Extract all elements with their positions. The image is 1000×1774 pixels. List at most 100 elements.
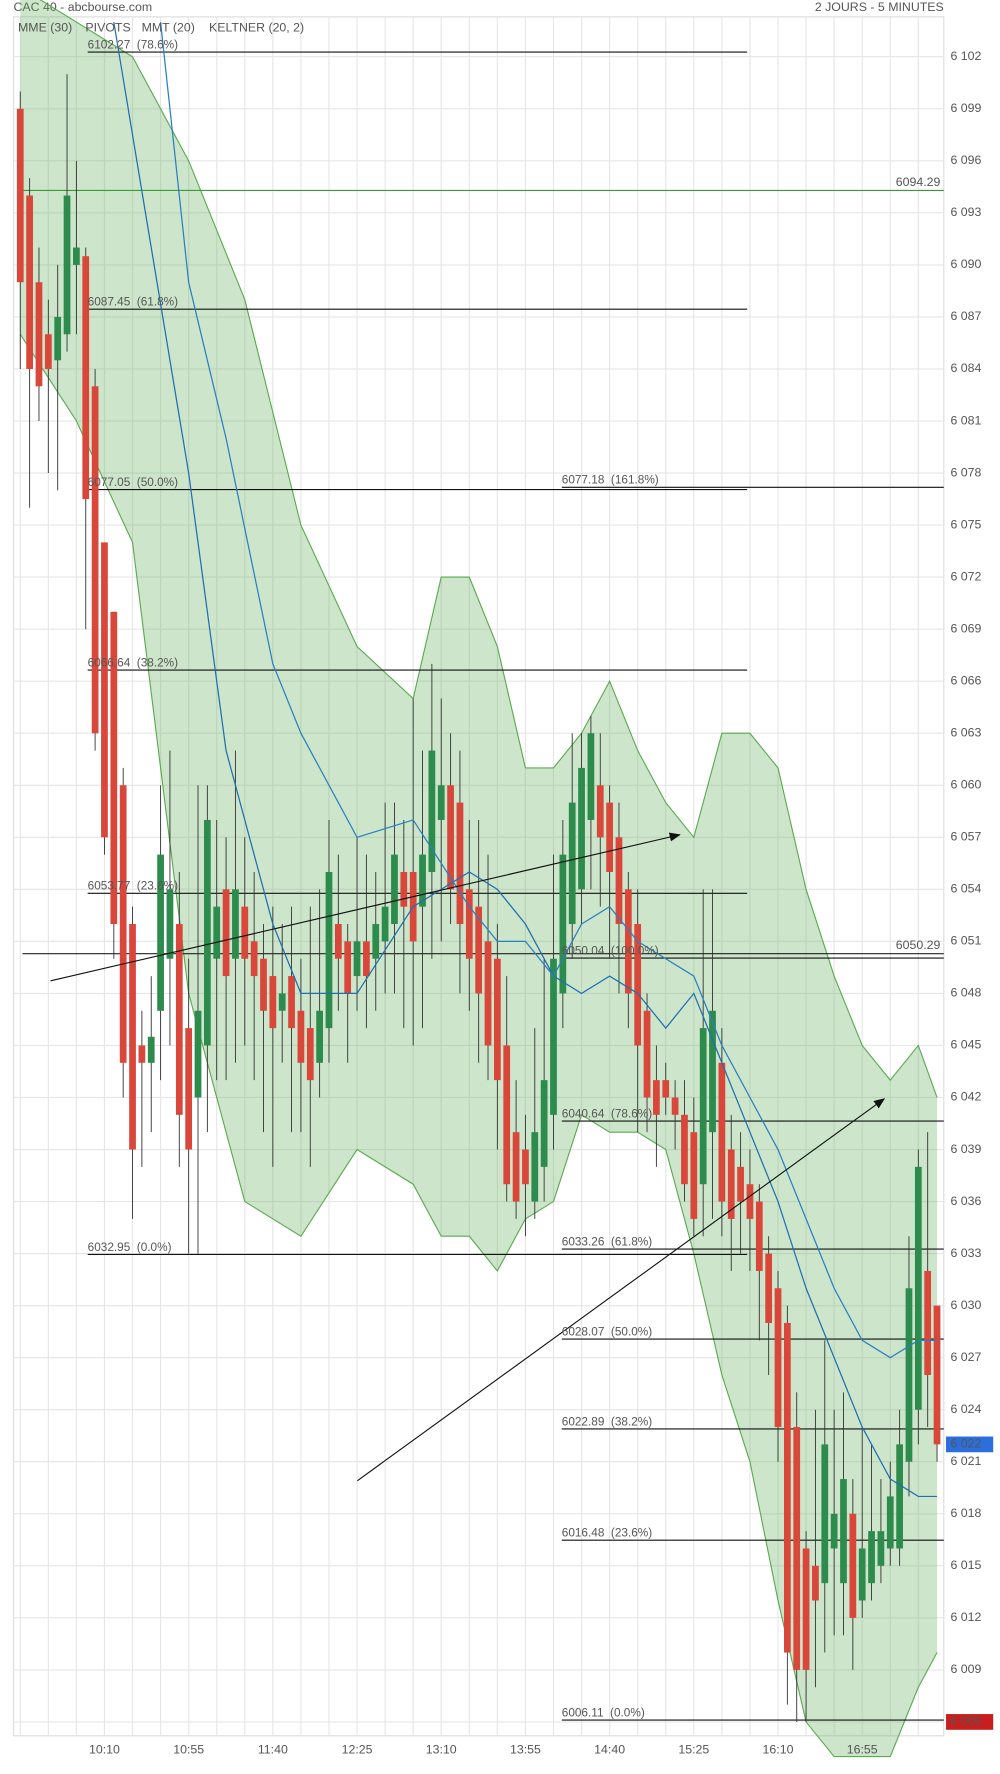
y-tick-label: 6 039 [951,1142,982,1156]
price-marker [946,1714,994,1730]
candle-body [222,889,230,977]
fib-label: 6102.27 (78.6%) [88,38,178,51]
fib-label: 6016.48 (23.6%) [562,1527,652,1540]
candle-body [812,1565,819,1601]
candle-body [559,854,567,994]
candle-body [288,976,295,1029]
moving-average [159,21,938,1359]
candle-body [73,247,80,265]
trend-arrow [50,832,681,982]
candle-body [334,924,342,959]
candle-body [232,889,239,959]
fib-label: 6087.45 (61.8%) [88,295,178,308]
candle-body [26,195,33,369]
candle-body [447,785,454,890]
candle-body [755,1201,763,1271]
candle-body [746,1184,754,1219]
fib-label: 6077.05 (50.0%) [88,476,178,489]
y-tick-label: 6 069 [951,621,982,635]
candle-body [643,1010,651,1098]
y-tick-label: 6 018 [951,1506,982,1520]
candle-body [16,108,24,283]
candle-body [774,1288,782,1428]
period-label: 2 JOURS - 5 MINUTES [815,0,944,14]
candle-body [933,1305,941,1445]
y-tick-label: 6 042 [951,1090,982,1104]
candle-body [54,316,62,361]
x-tick-label: 12:25 [342,1743,373,1757]
y-tick-label: 6 051 [951,934,982,948]
legend-entry: MME (30) [18,20,72,34]
candle-body [44,334,52,369]
candle-body [241,906,249,959]
trend-arrows [50,832,886,1482]
candle-body [316,1010,323,1063]
candle-body [484,941,492,1046]
levels [22,51,944,1721]
candle-body [783,1322,791,1653]
candle-body [587,733,595,820]
candle-body [821,1444,829,1584]
y-tick-label: 6 087 [951,309,982,323]
candle-body [278,993,286,1011]
trend-arrow [356,1098,886,1482]
candle-body [606,802,613,872]
legend-entry: MMT (20) [142,20,195,34]
pivot-label: 6050.29 [896,938,941,952]
chart-title: CAC 40 - abcbourse.com [14,0,153,14]
candle-body [568,802,576,925]
candle-body [381,906,389,942]
candle-body [596,785,604,838]
y-tick-label: 6 033 [951,1246,982,1260]
candle-body [681,1114,688,1185]
candle-body [147,1036,155,1063]
candle-body [793,1427,801,1670]
candle-body [905,1288,913,1462]
candle-body [634,924,642,1046]
legend-entry: PIVOTS [85,20,130,34]
candle-body [699,1028,707,1185]
candle-body [727,1149,735,1219]
candle-body [578,767,585,890]
y-tick-label: 6 063 [951,725,982,739]
legend-entry: KELTNER (20, 2) [209,20,304,34]
candle-body [437,785,445,820]
candle-body [830,1513,838,1549]
y-tick-label: 6 075 [951,517,982,531]
fib-label: 6028.07 (50.0%) [562,1325,652,1338]
candle-body [250,941,258,977]
candle-body [344,941,352,994]
plot-frame [12,16,945,1737]
candle-body [540,1080,548,1167]
candle-body [858,1548,866,1601]
y-tick-label: 6 090 [951,257,982,271]
x-tick-label: 13:55 [510,1743,541,1757]
candle-body [260,958,267,1011]
candle-body [653,1080,660,1115]
y-tick-label: 6 060 [951,778,982,792]
candle-body [138,1045,146,1063]
candle-body [428,750,436,872]
fib-label: 6066.64 (38.2%) [88,656,178,669]
candle-body [877,1531,885,1566]
fib-label: 6032.95 (0.0%) [88,1241,172,1254]
candle-body [924,1270,932,1376]
candle-body [849,1513,857,1618]
candle-body [615,837,623,925]
price-marker-label: 6 006 [951,1714,982,1728]
candle-body [465,889,473,959]
x-tick-label: 16:10 [763,1743,794,1757]
candle-body [512,1132,520,1202]
keltner-lower [19,333,938,1758]
y-tick-label: 6 057 [951,830,982,844]
pivot-label: 6094.29 [896,175,941,189]
candle-body [493,958,501,1081]
candle-body [662,1080,670,1098]
x-tick-label: 10:55 [173,1743,204,1757]
candle-body [91,386,99,734]
candle-body [886,1496,894,1549]
candle-body [119,785,127,1063]
y-tick-label: 6 030 [951,1298,982,1312]
fib-label: 6006.11 (0.0%) [562,1706,645,1719]
